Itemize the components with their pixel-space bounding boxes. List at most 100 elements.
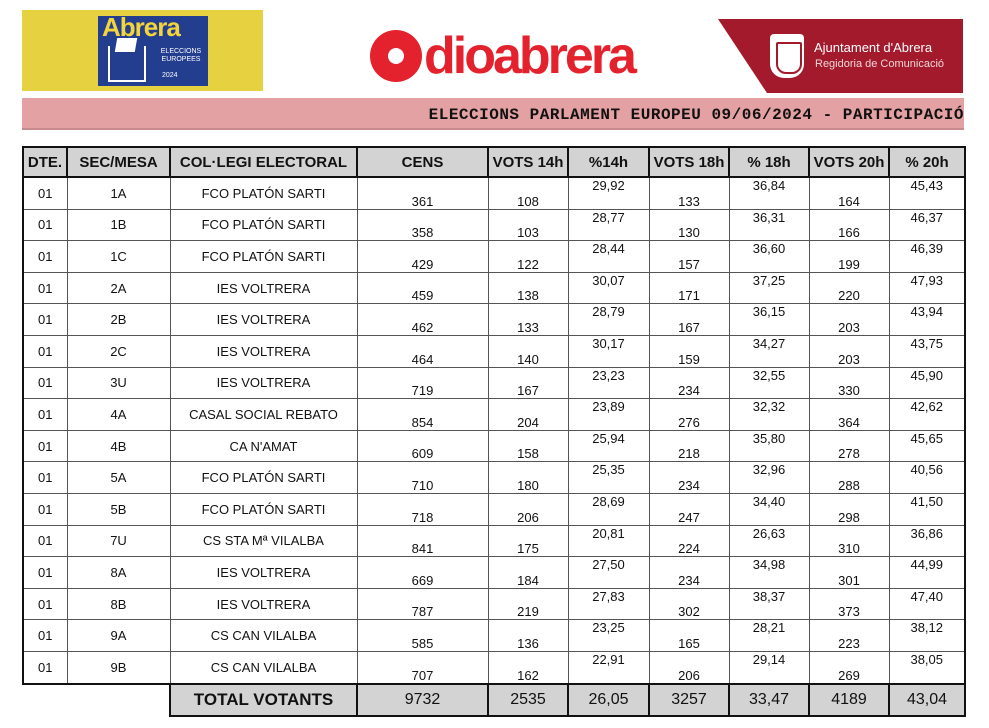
cell-vots-18h: 171 (648, 271, 730, 305)
cell-vots-18h: 234 (648, 461, 730, 494)
cell-sec-mesa: 9B (66, 650, 171, 685)
coat-of-arms-icon (770, 34, 804, 78)
cell-pct-14h: 28,79 (567, 303, 650, 336)
cell-vots-20h: 364 (808, 398, 890, 431)
cell-cens: 718 (356, 492, 489, 526)
cell-dte: 01 (22, 650, 68, 685)
cell-pct-14h: 30,07 (567, 271, 650, 305)
cell-dte: 01 (22, 176, 68, 210)
cell-pct-18h: 38,37 (728, 587, 810, 621)
participation-table: DTE. SEC/MESA COL·LEGI ELECTORAL CENS VO… (22, 146, 966, 717)
cell-sec-mesa: 4A (66, 398, 171, 431)
title-bar: ELECCIONS PARLAMENT EUROPEU 09/06/2024 -… (22, 98, 964, 130)
cell-pct-14h: 25,35 (567, 461, 650, 494)
cell-pct-18h: 36,15 (728, 303, 810, 336)
cell-pct-14h: 30,17 (567, 334, 650, 368)
table-row: 01 2A IES VOLTRERA 459 138 30,07 171 37,25 220 47… (22, 271, 966, 305)
radio-logo-text: dioabrera (424, 27, 637, 85)
cell-dte: 01 (22, 398, 68, 431)
header-pct-14h: %14h (567, 146, 650, 178)
cell-dte: 01 (22, 334, 68, 368)
cell-dte: 01 (22, 429, 68, 463)
table-row: 01 4B CA N'AMAT 609 158 25,94 218 35,80 278 45,65 (22, 429, 966, 463)
cell-col-legi: CASAL SOCIAL REBATO (169, 398, 358, 431)
cell-sec-mesa: 1C (66, 240, 171, 273)
cell-pct-20h: 47,93 (888, 271, 966, 305)
cell-col-legi: FCO PLATÓN SARTI (169, 492, 358, 526)
cell-pct-14h: 27,50 (567, 556, 650, 589)
cell-cens: 358 (356, 208, 489, 242)
cell-vots-14h: 158 (487, 429, 569, 463)
cell-vots-20h: 203 (808, 334, 890, 368)
cell-pct-20h: 44,99 (888, 556, 966, 589)
cell-col-legi: IES VOLTRERA (169, 366, 358, 400)
cell-pct-18h: 26,63 (728, 524, 810, 558)
cell-vots-20h: 220 (808, 271, 890, 305)
cell-pct-18h: 36,84 (728, 176, 810, 210)
cell-cens: 464 (356, 334, 489, 368)
cell-pct-18h: 32,55 (728, 366, 810, 400)
cell-vots-14h: 206 (487, 492, 569, 526)
table-row: 01 4A CASAL SOCIAL REBATO 854 204 23,89 276 32,… (22, 398, 966, 431)
cell-cens: 710 (356, 461, 489, 494)
cell-sec-mesa: 5B (66, 492, 171, 526)
cell-vots-18h: 165 (648, 619, 730, 652)
cell-vots-14h: 136 (487, 619, 569, 652)
cell-vots-14h: 167 (487, 366, 569, 400)
cell-pct-20h: 42,62 (888, 398, 966, 431)
cell-vots-14h: 219 (487, 587, 569, 621)
cell-col-legi: CS CAN VILALBA (169, 650, 358, 685)
cell-pct-14h: 28,69 (567, 492, 650, 526)
cell-vots-20h: 278 (808, 429, 890, 463)
cell-cens: 707 (356, 650, 489, 685)
cell-col-legi: IES VOLTRERA (169, 271, 358, 305)
cell-pct-20h: 38,12 (888, 619, 966, 652)
cell-vots-18h: 130 (648, 208, 730, 242)
cell-vots-18h: 159 (648, 334, 730, 368)
cell-cens: 609 (356, 429, 489, 463)
cell-sec-mesa: 3U (66, 366, 171, 400)
cell-vots-14h: 204 (487, 398, 569, 431)
table-row: 01 8A IES VOLTRERA 669 184 27,50 234 34,98 301 44… (22, 556, 966, 589)
cell-dte: 01 (22, 366, 68, 400)
radio-mark-icon (370, 30, 422, 82)
ballot-box-icon (108, 46, 146, 82)
cell-pct-20h: 46,39 (888, 240, 966, 273)
cell-vots-20h: 298 (808, 492, 890, 526)
cell-vots-14h: 108 (487, 176, 569, 210)
cell-cens: 585 (356, 619, 489, 652)
cell-cens: 459 (356, 271, 489, 305)
total-label: TOTAL VOTANTS (169, 682, 358, 717)
cell-pct-14h: 20,81 (567, 524, 650, 558)
cell-dte: 01 (22, 303, 68, 336)
cell-vots-14h: 122 (487, 240, 569, 273)
cell-pct-20h: 45,90 (888, 366, 966, 400)
cell-vots-20h: 373 (808, 587, 890, 621)
cell-cens: 669 (356, 556, 489, 589)
page-title: ELECCIONS PARLAMENT EUROPEU 09/06/2024 -… (428, 106, 964, 124)
cell-cens: 841 (356, 524, 489, 558)
total-pct-14h: 26,05 (567, 682, 650, 717)
cell-sec-mesa: 5A (66, 461, 171, 494)
cell-pct-18h: 34,40 (728, 492, 810, 526)
cell-pct-18h: 36,60 (728, 240, 810, 273)
cell-vots-18h: 157 (648, 240, 730, 273)
cell-vots-14h: 138 (487, 271, 569, 305)
total-vots-14h: 2535 (487, 682, 569, 717)
cell-sec-mesa: 4B (66, 429, 171, 463)
cell-vots-20h: 199 (808, 240, 890, 273)
cell-dte: 01 (22, 524, 68, 558)
cell-pct-20h: 45,43 (888, 176, 966, 210)
abrera-elections-logo: Abrera ELECCIONS EUROPEES 2024 (22, 10, 263, 91)
logo-year: 2024 (162, 72, 178, 79)
cell-pct-18h: 29,14 (728, 650, 810, 685)
header-vots-20h: VOTS 20h (808, 146, 890, 178)
table-header-row: DTE. SEC/MESA COL·LEGI ELECTORAL CENS VO… (22, 146, 966, 178)
cell-dte: 01 (22, 271, 68, 305)
cell-sec-mesa: 2A (66, 271, 171, 305)
header-cens: CENS (356, 146, 489, 178)
cell-pct-20h: 47,40 (888, 587, 966, 621)
logo-title: Abrera (102, 12, 181, 42)
cell-pct-18h: 28,21 (728, 619, 810, 652)
cell-col-legi: IES VOLTRERA (169, 556, 358, 589)
